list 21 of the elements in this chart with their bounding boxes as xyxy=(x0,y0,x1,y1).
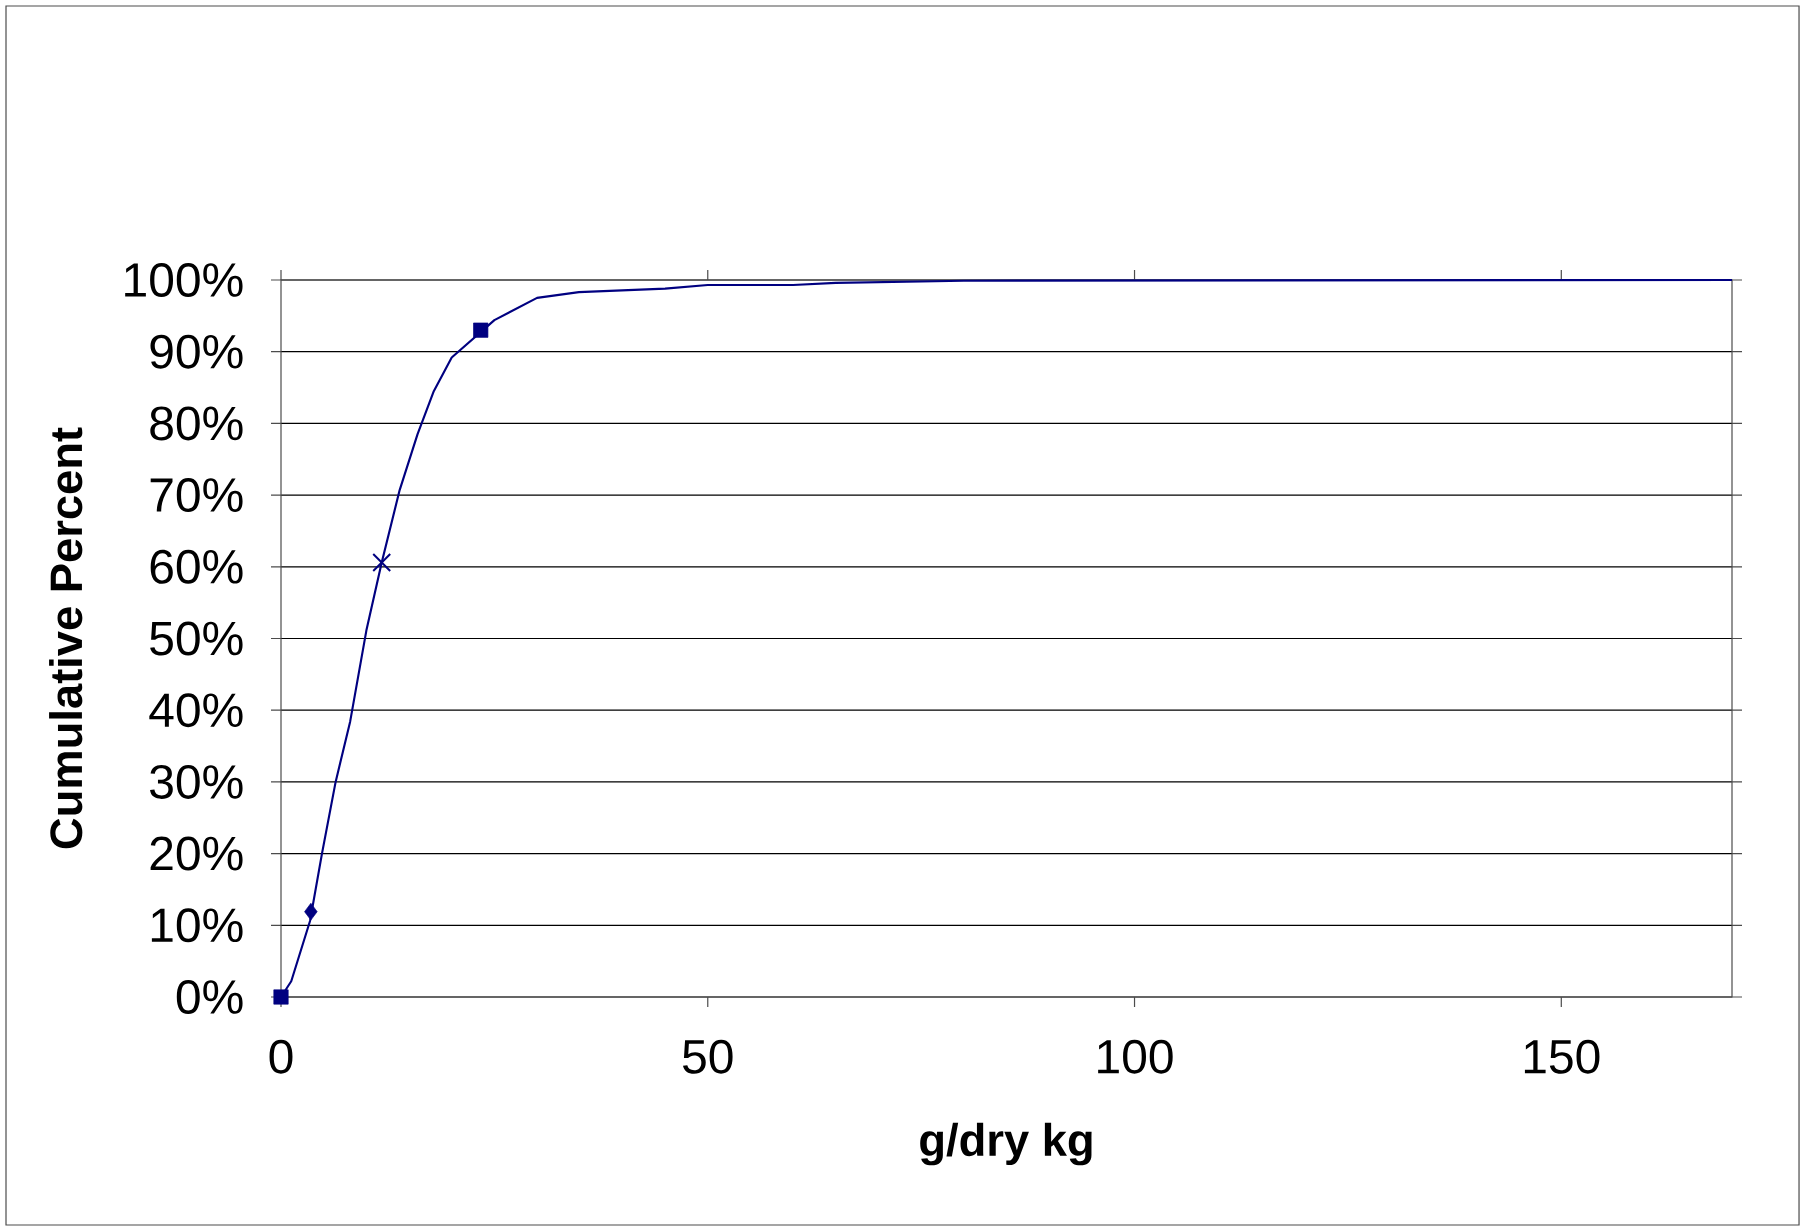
y-tick-label: 30% xyxy=(150,764,243,799)
point xyxy=(372,553,392,572)
point xyxy=(473,322,489,338)
point xyxy=(304,902,318,921)
x-axis-title: g/dry kg xyxy=(920,1122,1092,1166)
y-axis-title: Cumulative Percent xyxy=(49,427,83,849)
x-tick-label: 50 xyxy=(683,1039,733,1074)
y-tick-label: 50% xyxy=(150,621,243,656)
y-tick-label: 40% xyxy=(149,693,243,728)
y-tick-label: 90% xyxy=(150,334,243,369)
y-tick-label: 20% xyxy=(150,836,243,871)
y-tick-label: 70% xyxy=(150,478,243,513)
x-tick-label: 150 xyxy=(1524,1039,1600,1074)
x-tick-label: 0 xyxy=(269,1039,293,1074)
point xyxy=(273,989,289,1005)
y-tick-label: 80% xyxy=(150,406,243,441)
y-tick-label: 100% xyxy=(125,263,243,297)
x-tick-label: 100 xyxy=(1098,1039,1173,1074)
y-tick-label: 60% xyxy=(150,549,243,584)
y-tick-label: 10% xyxy=(151,908,243,943)
y-tick-label: 0% xyxy=(176,980,243,1014)
